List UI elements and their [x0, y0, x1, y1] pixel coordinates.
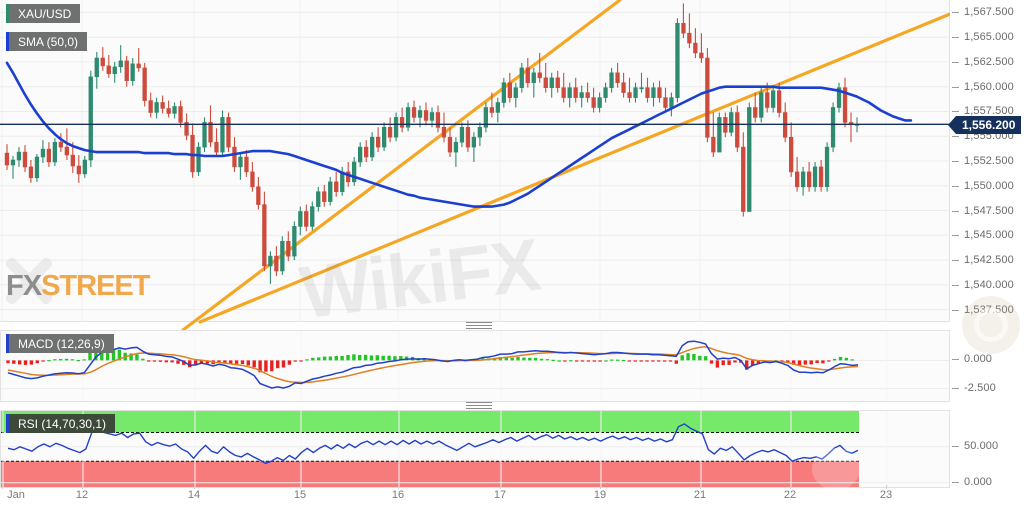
price-axis-tick	[952, 61, 959, 63]
time-axis-label: 21	[693, 489, 707, 501]
time-axis-label: 16	[391, 489, 405, 501]
price-axis-label: 1,542.500	[964, 254, 1014, 267]
price-axis-tick	[952, 111, 959, 113]
macd-axis-label: -2.500	[964, 381, 996, 394]
rsi-axis-tick	[952, 445, 959, 447]
rsi-axis[interactable]: 50.000 0.000	[950, 410, 1032, 488]
time-axis-tick	[700, 485, 701, 489]
price-axis-tick	[952, 260, 959, 262]
time-axis-label: 14	[187, 489, 201, 501]
time-axis-label: 22	[783, 489, 797, 501]
time-axis-label: 12	[75, 489, 89, 501]
fxstreet-logo-fx: FX	[6, 270, 42, 302]
price-axis-label: 1,560.000	[964, 80, 1014, 93]
price-axis-tick	[952, 37, 959, 39]
rsi-chip-accent	[6, 414, 9, 433]
fxstreet-x-mark	[4, 256, 54, 306]
current-price-badge: 1,556.200	[956, 116, 1022, 134]
time-axis-label: 15	[293, 489, 307, 501]
price-axis-label: 1,552.500	[964, 155, 1014, 167]
price-axis-label: 1,567.500	[964, 6, 1014, 19]
price-axis-label: 1,562.500	[964, 55, 1014, 68]
price-axis-label: 1,557.500	[964, 105, 1014, 118]
time-axis-tick	[2, 485, 3, 489]
rsi-canvas	[1, 411, 949, 487]
symbol-chip-accent	[6, 4, 9, 23]
price-axis-label: 1,547.500	[964, 204, 1014, 217]
time-axis-tick	[600, 485, 601, 489]
rsi-axis-label: 50.000	[964, 439, 999, 452]
symbol-chip[interactable]: XAU/USD	[9, 4, 81, 23]
price-chart-canvas	[0, 0, 952, 332]
macd-canvas	[1, 331, 949, 401]
time-axis-label: 17	[493, 489, 507, 501]
price-axis-tick	[952, 86, 959, 88]
time-axis-tick	[886, 485, 887, 489]
price-axis-label: 1,537.500	[964, 303, 1014, 316]
fxstreet-logo-street: STREET	[41, 270, 150, 302]
macd-indicator-chip[interactable]: MACD (12,26,9)	[9, 334, 114, 353]
macd-axis-tick	[952, 359, 959, 361]
price-axis-tick	[952, 185, 959, 187]
time-axis[interactable]: Jan 12 14 15 16 17 19 21 22 23	[0, 485, 1032, 505]
time-axis-tick	[500, 485, 501, 489]
price-axis-label: 1,540.000	[964, 278, 1014, 291]
fxstreet-logo: FXSTREET	[6, 270, 150, 302]
macd-chip-accent	[6, 334, 9, 353]
price-axis-label: 1,565.000	[964, 31, 1014, 44]
macd-axis-tick	[952, 387, 959, 389]
price-axis-tick	[952, 235, 959, 237]
pane-divider-macd-rsi[interactable]	[466, 402, 492, 410]
time-axis-tick	[82, 485, 83, 489]
price-axis-tick	[952, 210, 959, 212]
time-axis-label: Jan	[7, 489, 25, 501]
sma-chip-accent	[6, 32, 9, 51]
price-axis-label: 1,550.000	[964, 179, 1014, 192]
price-axis-tick	[952, 284, 959, 286]
price-axis[interactable]: 1,567.500 1,565.000 1,562.500 1,560.000 1,55…	[950, 0, 1032, 322]
time-axis-tick	[194, 485, 195, 489]
rsi-axis-tick	[952, 481, 959, 483]
current-price-arrow	[948, 116, 956, 134]
price-axis-tick	[952, 309, 959, 311]
time-axis-tick	[790, 485, 791, 489]
macd-axis-label: 0.000	[964, 353, 993, 366]
time-axis-label: 23	[879, 489, 893, 501]
rsi-axis-label: 0.000	[964, 475, 993, 488]
price-axis-label: 1,545.000	[964, 229, 1014, 242]
price-axis-tick	[952, 161, 959, 162]
price-axis-tick	[952, 136, 959, 138]
rsi-pane[interactable]	[0, 410, 950, 488]
macd-pane[interactable]	[0, 330, 950, 402]
price-axis-tick	[952, 12, 959, 14]
time-axis-tick	[300, 485, 301, 489]
rsi-indicator-chip[interactable]: RSI (14,70,30,1)	[9, 414, 116, 433]
price-chart-pane[interactable]	[0, 0, 952, 332]
time-axis-label: 19	[593, 489, 607, 501]
time-axis-tick	[398, 485, 399, 489]
pane-divider-price-macd[interactable]	[466, 322, 492, 330]
macd-axis[interactable]: 0.000 -2.500	[950, 330, 1032, 402]
sma-indicator-chip[interactable]: SMA (50,0)	[9, 32, 88, 51]
